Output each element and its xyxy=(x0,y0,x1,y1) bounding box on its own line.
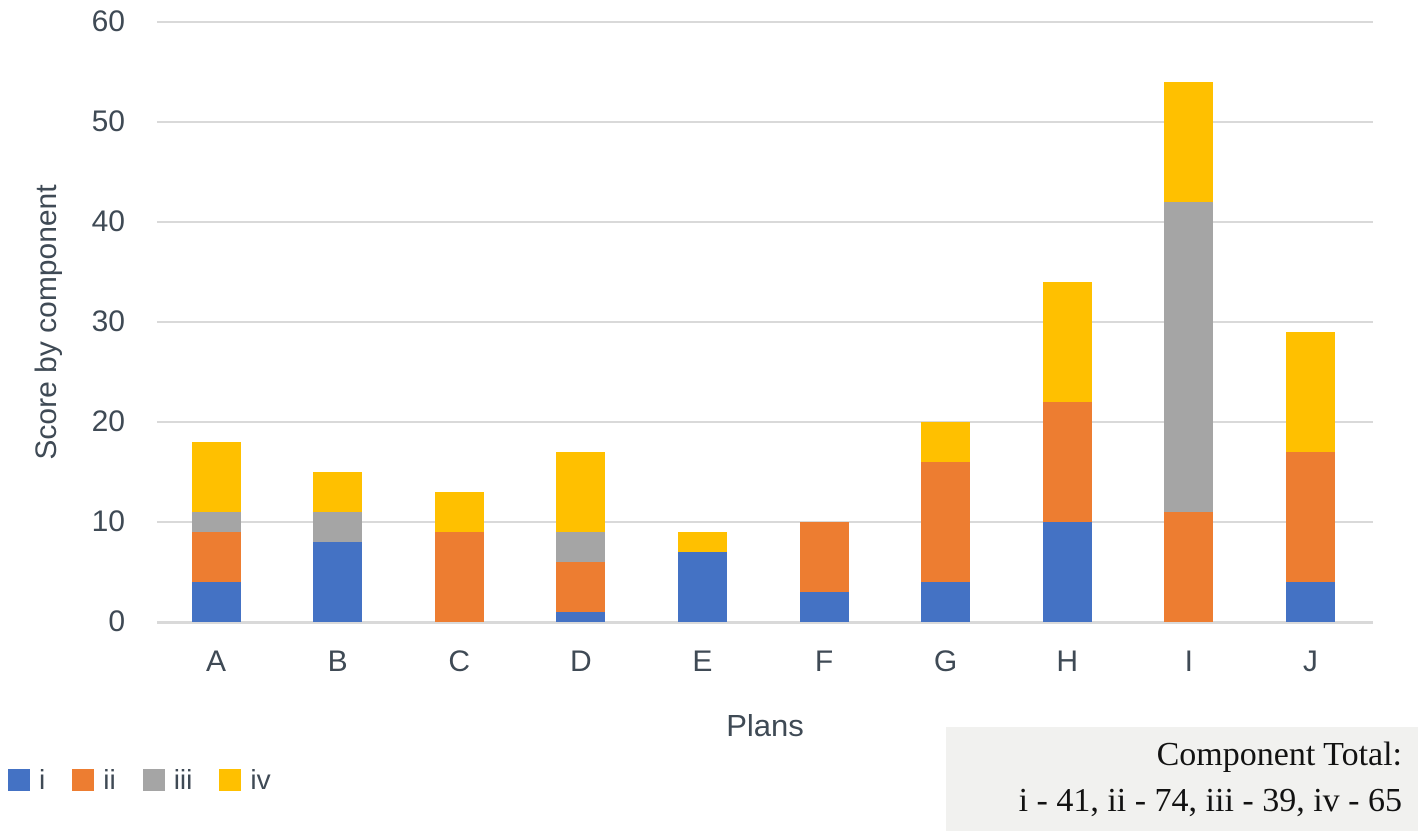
x-tick-label-J: J xyxy=(1302,645,1318,678)
y-tick-label-0: 0 xyxy=(108,605,125,638)
bar-H-segment-iv xyxy=(1042,282,1092,402)
component-total-title: Component Total: xyxy=(1156,736,1402,773)
y-tick-label-60: 60 xyxy=(91,5,125,38)
legend-item-i: i xyxy=(8,766,45,794)
x-tick-label-E: E xyxy=(692,645,713,678)
x-tick-label-I: I xyxy=(1184,645,1193,678)
bar-I-segment-ii xyxy=(1164,512,1214,622)
x-tick-label-G: G xyxy=(933,645,958,678)
bar-E-segment-i xyxy=(677,552,727,622)
gridline-50 xyxy=(157,121,1373,123)
legend-label-iii: iii xyxy=(173,764,193,795)
x-tick-label-B: B xyxy=(327,645,348,678)
bar-A-segment-ii xyxy=(191,532,241,582)
bar-B-segment-i xyxy=(313,542,363,622)
legend-item-iv: iv xyxy=(219,764,271,795)
bar-G-segment-ii xyxy=(921,462,971,582)
bar-A-segment-i xyxy=(191,582,241,622)
legend-item-ii: ii xyxy=(72,764,116,795)
bar-E-segment-iv xyxy=(677,532,727,552)
bar-B-segment-iv xyxy=(313,472,363,512)
bar-H-segment-i xyxy=(1042,522,1092,622)
legend-label-ii: ii xyxy=(103,764,116,795)
x-tick-label-D: D xyxy=(569,645,592,678)
x-tick-label-F: F xyxy=(814,645,834,678)
gridline-40 xyxy=(157,221,1373,223)
legend-swatch-icon xyxy=(72,769,95,791)
gridline-30 xyxy=(157,321,1373,323)
bar-A-segment-iv xyxy=(191,442,241,512)
component-total-values: i - 41, ii - 74, iii - 39, iv - 65 xyxy=(1018,782,1402,819)
y-tick-label-50: 50 xyxy=(91,105,125,138)
bar-F-segment-i xyxy=(799,592,849,622)
y-tick-label-30: 30 xyxy=(91,305,125,338)
bar-J-segment-i xyxy=(1285,582,1335,622)
x-axis-title: Plans xyxy=(726,708,804,743)
bar-I-segment-iv xyxy=(1164,82,1214,202)
y-tick-label-20: 20 xyxy=(91,405,125,438)
bar-D-segment-iv xyxy=(556,452,606,532)
bar-H-segment-ii xyxy=(1042,402,1092,522)
bar-D-segment-iii xyxy=(556,532,606,562)
gridline-20 xyxy=(157,421,1373,423)
y-tick-label-40: 40 xyxy=(91,205,125,238)
legend-item-iii: iii xyxy=(142,764,193,795)
x-tick-label-A: A xyxy=(205,645,226,678)
legend-swatch-icon xyxy=(8,769,30,791)
bar-G-segment-iv xyxy=(921,422,971,462)
bar-G-segment-i xyxy=(921,582,971,622)
gridline-60 xyxy=(157,21,1373,23)
gridline-0 xyxy=(157,621,1373,624)
legend-swatch-icon xyxy=(142,769,165,791)
bar-D-segment-ii xyxy=(556,562,606,612)
bar-B-segment-iii xyxy=(313,512,363,542)
legend: i ii iii iv xyxy=(8,766,271,794)
x-tick-label-C: C xyxy=(448,645,471,678)
component-total-box: Component Total: i - 41, ii - 74, iii - … xyxy=(946,727,1418,831)
y-tick-label-10: 10 xyxy=(91,505,125,538)
legend-label-i: i xyxy=(39,764,46,795)
bar-I-segment-iii xyxy=(1164,202,1214,512)
bar-C-segment-iv xyxy=(434,492,484,532)
legend-label-iv: iv xyxy=(250,764,271,795)
gridline-10 xyxy=(157,521,1373,523)
bar-J-segment-iv xyxy=(1285,332,1335,452)
bar-J-segment-ii xyxy=(1285,452,1335,582)
bar-F-segment-ii xyxy=(799,522,849,592)
bar-D-segment-i xyxy=(556,612,606,622)
bar-C-segment-ii xyxy=(434,532,484,622)
bar-A-segment-iii xyxy=(191,512,241,532)
x-tick-label-H: H xyxy=(1056,645,1079,678)
legend-swatch-icon xyxy=(219,769,242,791)
